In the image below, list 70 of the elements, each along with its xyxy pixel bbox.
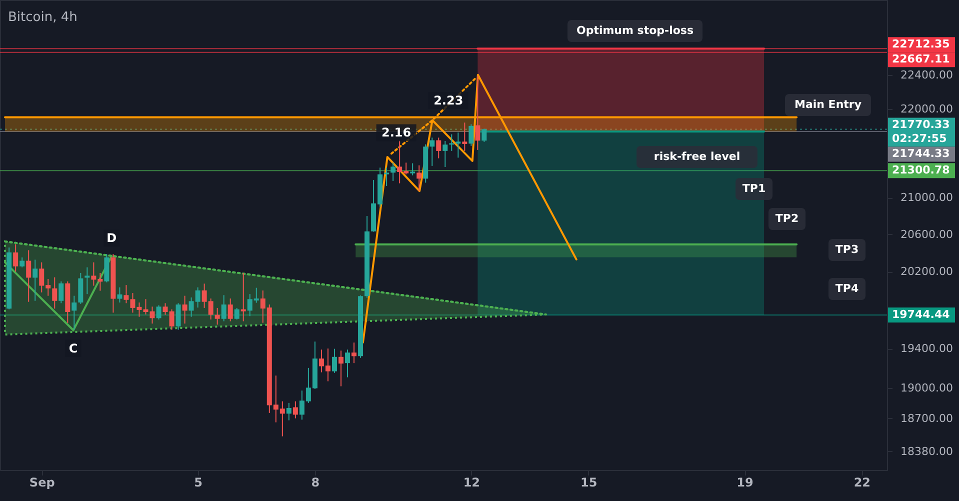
candlestick <box>442 140 448 168</box>
candlestick <box>117 286 122 303</box>
annotation: risk-free level <box>654 150 740 163</box>
candlestick <box>176 302 181 330</box>
candlestick <box>104 254 110 283</box>
candlestick <box>416 164 422 192</box>
x-tick-label: 12 <box>463 476 480 490</box>
y-tick-label: 18380.00 <box>900 444 953 458</box>
candlestick <box>475 75 480 150</box>
candlestick <box>436 137 442 159</box>
y-tick-label: 19000.00 <box>900 382 953 395</box>
annotation: TP4 <box>835 282 859 295</box>
candlestick <box>84 266 90 295</box>
y-tick-label: 19400.00 <box>900 342 953 356</box>
text: Bitcoin, 4h <box>8 10 78 25</box>
annotation: C <box>68 341 78 356</box>
annotation: Optimum stop-loss <box>576 24 694 37</box>
candlestick <box>156 304 162 320</box>
ref-line-label: 22712.35 <box>892 38 950 51</box>
x-tick-label: Sep <box>29 476 56 490</box>
x-tick-label: 8 <box>311 476 320 490</box>
candlestick <box>345 349 350 378</box>
annotation: TP3 <box>835 243 859 256</box>
x-tick-label: 19 <box>736 476 754 490</box>
annotation: 2.23 <box>434 94 464 108</box>
x-tick-label: 5 <box>194 476 202 490</box>
ref-line-label: 21300.78 <box>892 164 950 177</box>
candlestick <box>292 400 298 419</box>
candlestick <box>234 307 240 320</box>
candlestick <box>52 276 58 310</box>
candlestick <box>390 162 396 182</box>
candlestick <box>430 137 435 166</box>
y-tick-label: 22000.00 <box>900 102 953 116</box>
candlestick <box>456 132 461 158</box>
y-tick-label: 22400.00 <box>900 68 953 82</box>
candlestick <box>214 307 220 326</box>
annotation: TP2 <box>775 212 799 225</box>
ref-line-label: 19744.44 <box>892 308 950 322</box>
ref-line-label: 22667.11 <box>892 52 950 66</box>
candlestick <box>26 250 32 302</box>
annotation: 2.16 <box>382 126 412 140</box>
candlestick <box>221 294 226 322</box>
candlestick <box>286 402 292 421</box>
x-tick-label: 22 <box>854 476 871 490</box>
y-tick-label: 20200.00 <box>900 265 953 278</box>
candlestick <box>72 295 77 330</box>
candlestick <box>182 295 188 324</box>
candlestick <box>352 342 357 364</box>
annotation: D <box>106 231 117 246</box>
x-tick-label: 15 <box>580 476 598 490</box>
text: 02:27:55 <box>892 132 947 146</box>
annotation: Main Entry <box>794 98 862 111</box>
ref-line-label: 21744.33 <box>892 147 950 160</box>
candlestick <box>20 256 25 268</box>
ref-line-label: 21770.33 <box>892 118 950 132</box>
y-tick-label: 18700.00 <box>900 412 953 425</box>
candlestick <box>32 259 38 302</box>
candlestick <box>410 162 416 176</box>
candlestick <box>228 298 233 322</box>
candlestick <box>13 244 18 272</box>
candlestick <box>384 167 390 186</box>
candlestick <box>462 122 468 152</box>
y-tick-label: 20600.00 <box>900 228 953 241</box>
candlestick <box>332 348 337 374</box>
candlestick <box>338 350 344 387</box>
annotation: TP1 <box>742 182 766 195</box>
candlestick <box>150 306 155 324</box>
candlestick <box>240 272 246 322</box>
y-tick-label: 21000.00 <box>900 191 953 204</box>
candlestick <box>58 280 64 304</box>
